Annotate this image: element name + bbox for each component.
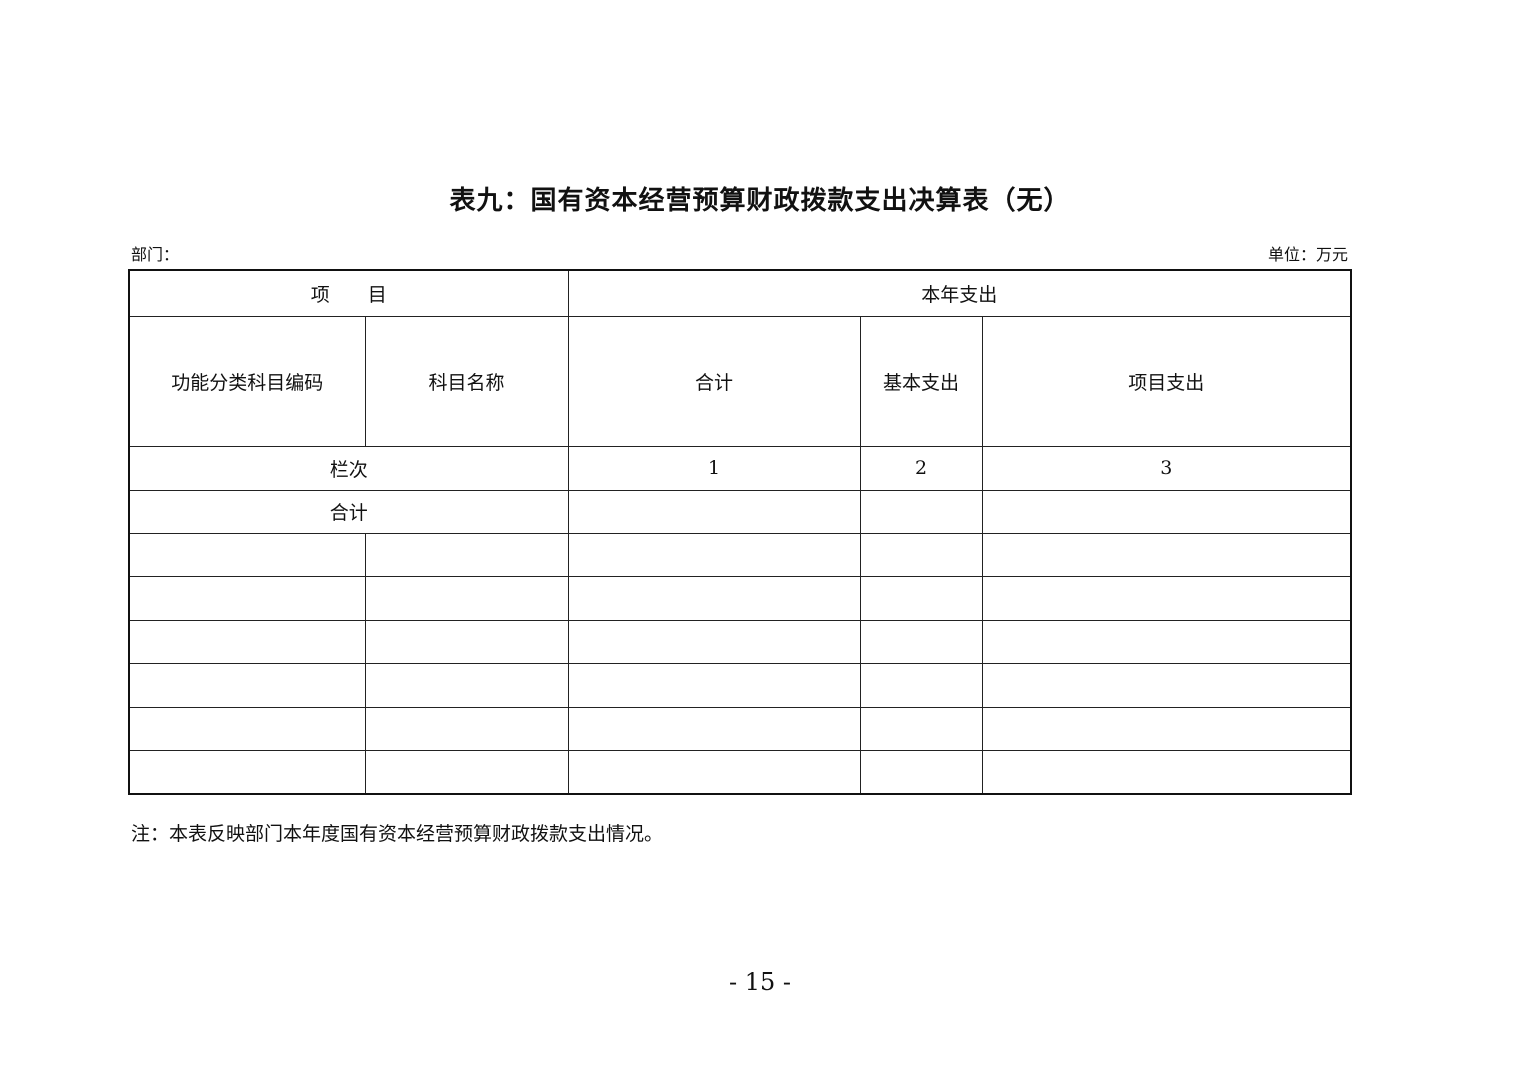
- page-title: 表九：国有资本经营预算财政拨款支出决算表（无）: [449, 186, 1071, 216]
- table-cell: [567, 619, 861, 664]
- header-current-year: 本年支出: [567, 269, 1352, 317]
- table-row: [128, 532, 1352, 577]
- header-row: 项 目 本年支出: [128, 269, 1352, 317]
- table-cell: [981, 532, 1352, 577]
- table-cell: [364, 662, 569, 708]
- table-cell: [567, 706, 861, 751]
- table-cell: [981, 619, 1352, 664]
- unit-label: 单位：万元: [1267, 245, 1348, 264]
- index-row: 栏次 1 2 3: [128, 445, 1352, 491]
- index-label: 栏次: [128, 445, 569, 491]
- table-cell: [364, 619, 569, 664]
- page-number: - 15 -: [728, 968, 791, 996]
- index-1: 1: [567, 445, 861, 491]
- table-cell: [859, 706, 983, 751]
- col-basic: 基本支出: [859, 315, 983, 447]
- table-row: [128, 706, 1352, 751]
- table-cell: [981, 662, 1352, 708]
- table-cell: [981, 749, 1352, 795]
- table-cell: [128, 532, 366, 577]
- col-project: 项目支出: [981, 315, 1352, 447]
- col-name: 科目名称: [364, 315, 569, 447]
- table-cell: [364, 575, 569, 621]
- table-cell: [364, 706, 569, 751]
- table-cell: [567, 532, 861, 577]
- table-cell: [859, 575, 983, 621]
- table-cell: [859, 619, 983, 664]
- table-cell: [128, 575, 366, 621]
- table-cell: [859, 532, 983, 577]
- table-note: 注：本表反映部门本年度国有资本经营预算财政拨款支出情况。: [131, 823, 664, 845]
- table-cell: [364, 532, 569, 577]
- total-label: 合计: [128, 489, 569, 534]
- department-label: 部门：: [131, 245, 180, 264]
- table-cell: [859, 749, 983, 795]
- total-row: 合计: [128, 489, 1352, 534]
- table-cell: [981, 706, 1352, 751]
- table-row: [128, 749, 1352, 795]
- col-code: 功能分类科目编码: [128, 315, 366, 447]
- subheader-row: 功能分类科目编码 科目名称 合计 基本支出 项目支出: [128, 315, 1352, 447]
- table-cell: [128, 619, 366, 664]
- table-cell: [567, 662, 861, 708]
- table-cell: [128, 749, 366, 795]
- table-cell: [128, 706, 366, 751]
- table-cell: [567, 749, 861, 795]
- index-3: 3: [981, 445, 1352, 491]
- table-row: [128, 662, 1352, 708]
- col-total: 合计: [567, 315, 861, 447]
- table-cell: [859, 662, 983, 708]
- total-basic-cell: [859, 489, 983, 534]
- header-item: 项 目: [128, 269, 569, 317]
- table-cell: [364, 749, 569, 795]
- table-cell: [567, 575, 861, 621]
- total-project-cell: [981, 489, 1352, 534]
- table-cell: [128, 662, 366, 708]
- expenditure-table: 项 目 本年支出 功能分类科目编码 科目名称 合计 基本支出 项目支出 栏次 1…: [128, 269, 1353, 795]
- table-row: [128, 575, 1352, 621]
- table-cell: [981, 575, 1352, 621]
- index-2: 2: [859, 445, 983, 491]
- table-row: [128, 619, 1352, 664]
- total-cell: [567, 489, 861, 534]
